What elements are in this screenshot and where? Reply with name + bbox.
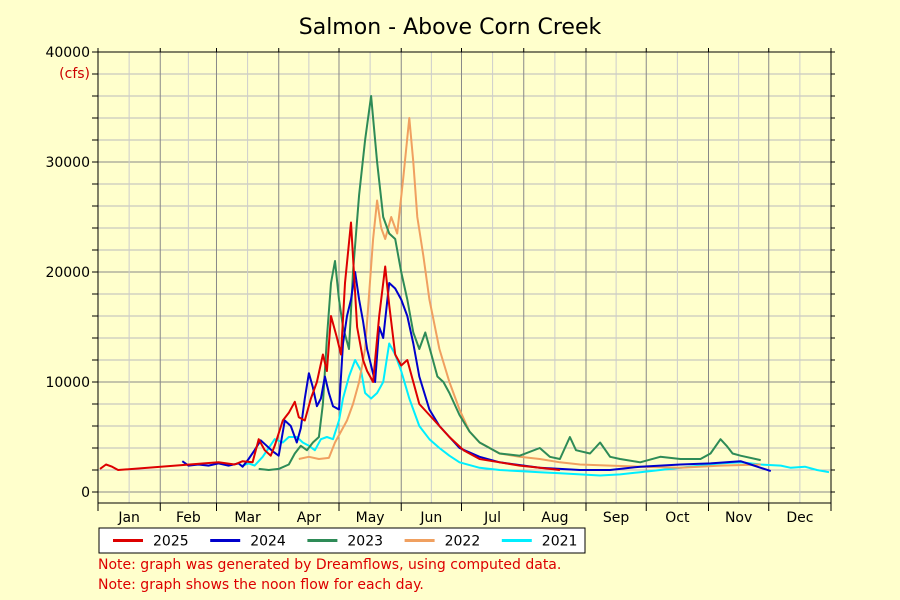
y-tick-label: 30000 [45,155,90,171]
legend-label-2021: 2021 [542,534,578,550]
y-tick-label: 20000 [45,265,90,281]
note-2: Note: graph shows the noon flow for each… [98,577,424,593]
x-tick-label: May [356,510,385,526]
grid [97,51,832,503]
x-tick-label: Feb [176,510,201,526]
legend-label-2025: 2025 [153,534,189,550]
y-tick-label: 0 [81,485,90,501]
y-tick-label: 40000 [45,45,90,61]
y-tick-label: 10000 [45,375,90,391]
x-tick-label: Dec [786,510,813,526]
series-line-2022 [298,117,761,469]
series-line-2024 [181,271,772,473]
note-1: Note: graph was generated by Dreamflows,… [98,557,562,573]
series-lines [99,95,830,477]
chart-title: Salmon - Above Corn Creek [299,15,602,40]
series-line-2023 [258,95,761,471]
legend-label-2023: 2023 [347,534,383,550]
x-tick-label: Jun [419,510,442,526]
axes: 0 10000 20000 30000 40000 Jan Feb Mar Apr May Jun J… [45,45,835,526]
plot-frame [97,51,832,504]
x-tick-label: Sep [603,510,630,526]
x-tick-label: Jan [117,510,140,526]
series-line-2025 [99,221,561,471]
x-tick-label: Nov [725,510,752,526]
x-tick-label: Aug [541,510,568,526]
x-tick-label: Apr [297,510,321,526]
legend-label-2022: 2022 [445,534,481,550]
legend: 2025 2024 2023 2022 2021 [98,527,586,554]
x-tick-label: Mar [234,510,261,526]
legend-label-2024: 2024 [250,534,286,550]
x-tick-label: Oct [665,510,690,526]
x-tick-label: Jul [483,510,501,526]
y-axis-units: (cfs) [59,66,90,82]
